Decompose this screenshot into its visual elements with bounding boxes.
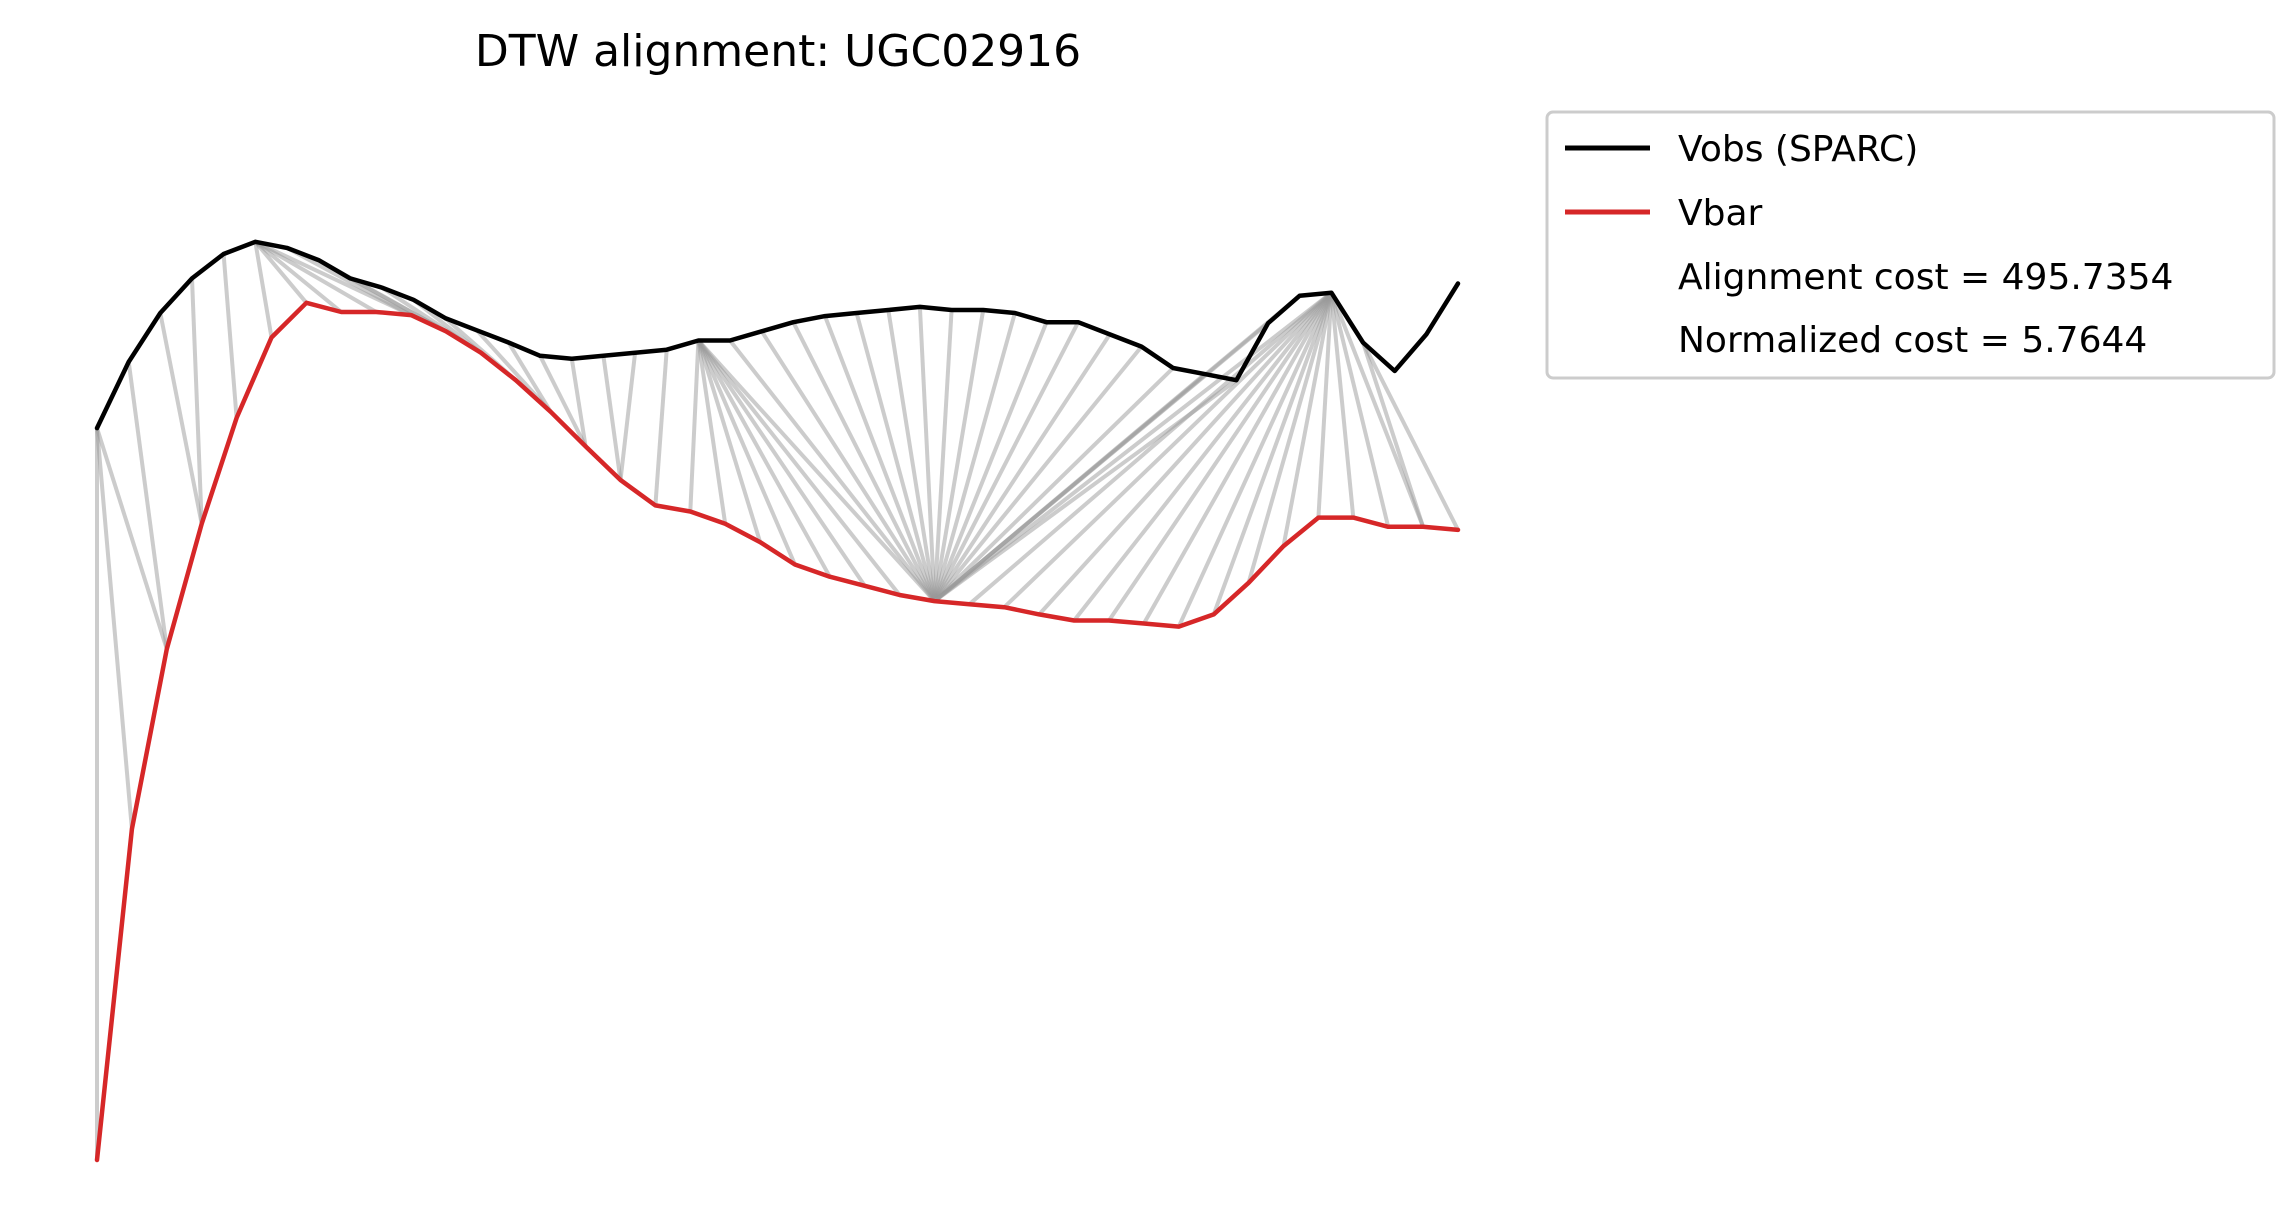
alignment-line-36	[823, 315, 937, 602]
alignment-line-8	[253, 240, 308, 305]
alignment-line-26	[696, 340, 728, 525]
alignment-line-3	[126, 361, 169, 650]
alignment-line-52	[933, 291, 1333, 603]
alignment-line-21	[569, 358, 588, 447]
alignment-line-5	[190, 278, 204, 524]
alignment-line-2	[95, 427, 169, 650]
legend-label-vbar: Vbar	[1678, 193, 1763, 234]
alignment-line-47	[933, 366, 1175, 603]
alignment-line-46	[932, 345, 1144, 603]
alignment-line-64	[1329, 292, 1356, 518]
alignment-line-29	[696, 339, 832, 578]
alignment-line-41	[932, 309, 986, 602]
alignment-line-19	[506, 341, 553, 413]
plot-area	[94, 239, 1461, 1163]
alignment-line-24	[653, 349, 669, 506]
alignment-line-63	[1316, 292, 1334, 518]
alignment-line-57	[1107, 291, 1334, 622]
alignment-line-42	[932, 312, 1017, 602]
alignment-line-32	[696, 339, 936, 603]
alignment-line-67	[1361, 341, 1426, 528]
alignment-line-60	[1211, 292, 1334, 616]
alignment-line-10	[254, 240, 378, 314]
alignment-line-7	[253, 241, 274, 338]
series-lines	[94, 239, 1461, 1163]
alignment-line-68	[1361, 341, 1460, 531]
legend: Vobs (SPARC) Vbar Alignment cost = 495.7…	[1545, 110, 2276, 380]
alignment-line-30	[696, 339, 867, 587]
alignment-line-25	[688, 340, 701, 512]
alignment-line-38	[886, 309, 937, 602]
alignment-lines	[95, 239, 1460, 1160]
legend-label-vobs: Vobs (SPARC)	[1678, 129, 1918, 170]
alignment-line-54	[1002, 291, 1333, 609]
alignment-line-45	[932, 333, 1112, 603]
alignment-line-62	[1281, 292, 1334, 547]
alignment-line-20	[538, 354, 588, 448]
alignment-line-58	[1142, 291, 1334, 625]
alignment-line-27	[696, 339, 763, 543]
series-line-vbar	[94, 300, 1461, 1163]
alignment-line-66	[1329, 291, 1425, 528]
legend-frame	[1545, 110, 2276, 380]
alignment-line-12	[285, 246, 413, 317]
legend-normalized-cost: Normalized cost = 5.7644	[1678, 320, 2147, 361]
alignment-line-59	[1176, 291, 1334, 628]
alignment-line-65	[1329, 292, 1391, 528]
alignment-line-53	[968, 291, 1333, 606]
alignment-line-44	[932, 321, 1080, 603]
alignment-line-28	[696, 339, 797, 566]
alignment-line-4	[158, 312, 204, 525]
alignment-line-56	[1072, 291, 1333, 622]
alignment-line-6	[221, 253, 239, 419]
alignment-line-34	[760, 330, 937, 603]
alignment-line-23	[618, 352, 638, 481]
alignment-line-37	[854, 312, 937, 602]
alignment-line-31	[696, 339, 902, 597]
series-line-vobs	[94, 239, 1461, 431]
alignment-line-61	[1246, 292, 1334, 584]
alignment-line-55	[1037, 291, 1333, 616]
chart-title: DTW alignment: UGC02916	[475, 26, 1081, 77]
alignment-line-51	[933, 294, 1301, 603]
alignment-line-43	[932, 321, 1049, 602]
alignment-line-22	[601, 355, 623, 481]
alignment-line-1	[95, 427, 134, 830]
legend-alignment-cost: Alignment cost = 495.7354	[1678, 257, 2173, 298]
alignment-line-35	[791, 321, 937, 603]
alignment-line-39	[917, 306, 937, 602]
alignment-line-9	[254, 240, 343, 314]
alignment-line-33	[728, 339, 937, 603]
alignment-line-40	[932, 309, 954, 602]
